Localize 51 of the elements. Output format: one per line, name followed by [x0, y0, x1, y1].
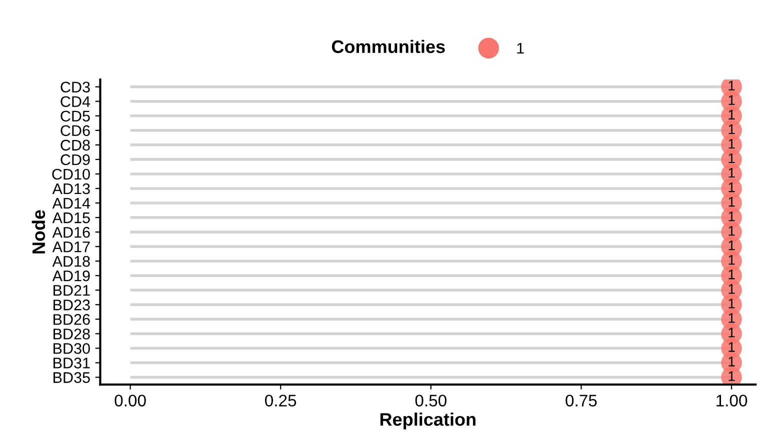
data-label: 1	[728, 313, 735, 323]
data-label: 1	[728, 342, 735, 352]
x-tick-label: 1.00	[716, 394, 748, 407]
y-axis-title: Node	[32, 210, 46, 254]
y-tick-label: CD8	[60, 140, 90, 151]
y-tick-label: BD23	[54, 300, 90, 310]
y-tick-label: CD4	[60, 96, 90, 108]
y-tick-label: AD13	[52, 183, 90, 194]
y-tick-label: CD6	[60, 125, 90, 136]
y-tick-label: BD35	[54, 372, 90, 383]
data-label: 1	[728, 328, 735, 338]
y-tick-label: BD26	[54, 314, 90, 325]
y-tick-label: AD14	[52, 198, 90, 209]
y-tick-label: CD3	[60, 82, 90, 93]
data-label: 1	[728, 138, 735, 149]
y-tick-label: AD16	[52, 226, 90, 238]
x-tick-label: 0.00	[114, 394, 146, 407]
y-tick-label: CD10	[52, 168, 90, 180]
y-tick-label: BD28	[54, 328, 90, 340]
x-tick-label: 0.50	[415, 394, 446, 407]
data-label: 1	[728, 182, 735, 192]
data-label: 1	[728, 226, 735, 236]
data-label: 1	[728, 255, 735, 265]
data-label: 1	[728, 371, 735, 381]
y-tick-label: CD9	[60, 154, 90, 166]
data-label: 1	[728, 240, 735, 250]
y-tick-label: AD18	[52, 256, 90, 267]
data-label: 1	[728, 356, 735, 366]
y-tick-label: BD31	[54, 358, 90, 368]
legend-title: Communities	[332, 40, 445, 54]
data-label: 1	[728, 110, 735, 120]
data-label: 1	[728, 95, 735, 105]
y-tick-label: BD30	[54, 343, 90, 354]
data-label: 1	[728, 270, 735, 280]
data-label: 1	[728, 168, 735, 178]
data-label: 1	[728, 153, 735, 164]
data-label: 1	[728, 298, 735, 308]
y-tick-label: AD17	[52, 242, 90, 252]
y-tick-label: AD19	[52, 270, 90, 282]
data-label: 1	[728, 197, 735, 207]
data-label: 1	[728, 124, 735, 134]
data-label: 1	[728, 212, 735, 222]
legend-label: 1	[517, 42, 524, 54]
data-label: 1	[728, 284, 735, 294]
data-label: 1	[728, 80, 735, 90]
x-axis-title: Replication	[380, 412, 476, 430]
x-tick-label: 0.25	[265, 394, 296, 407]
y-tick-label: AD15	[52, 212, 90, 224]
x-tick-label: 0.75	[566, 394, 597, 407]
y-tick-label: BD21	[54, 285, 90, 296]
y-tick-label: CD5	[60, 110, 90, 122]
